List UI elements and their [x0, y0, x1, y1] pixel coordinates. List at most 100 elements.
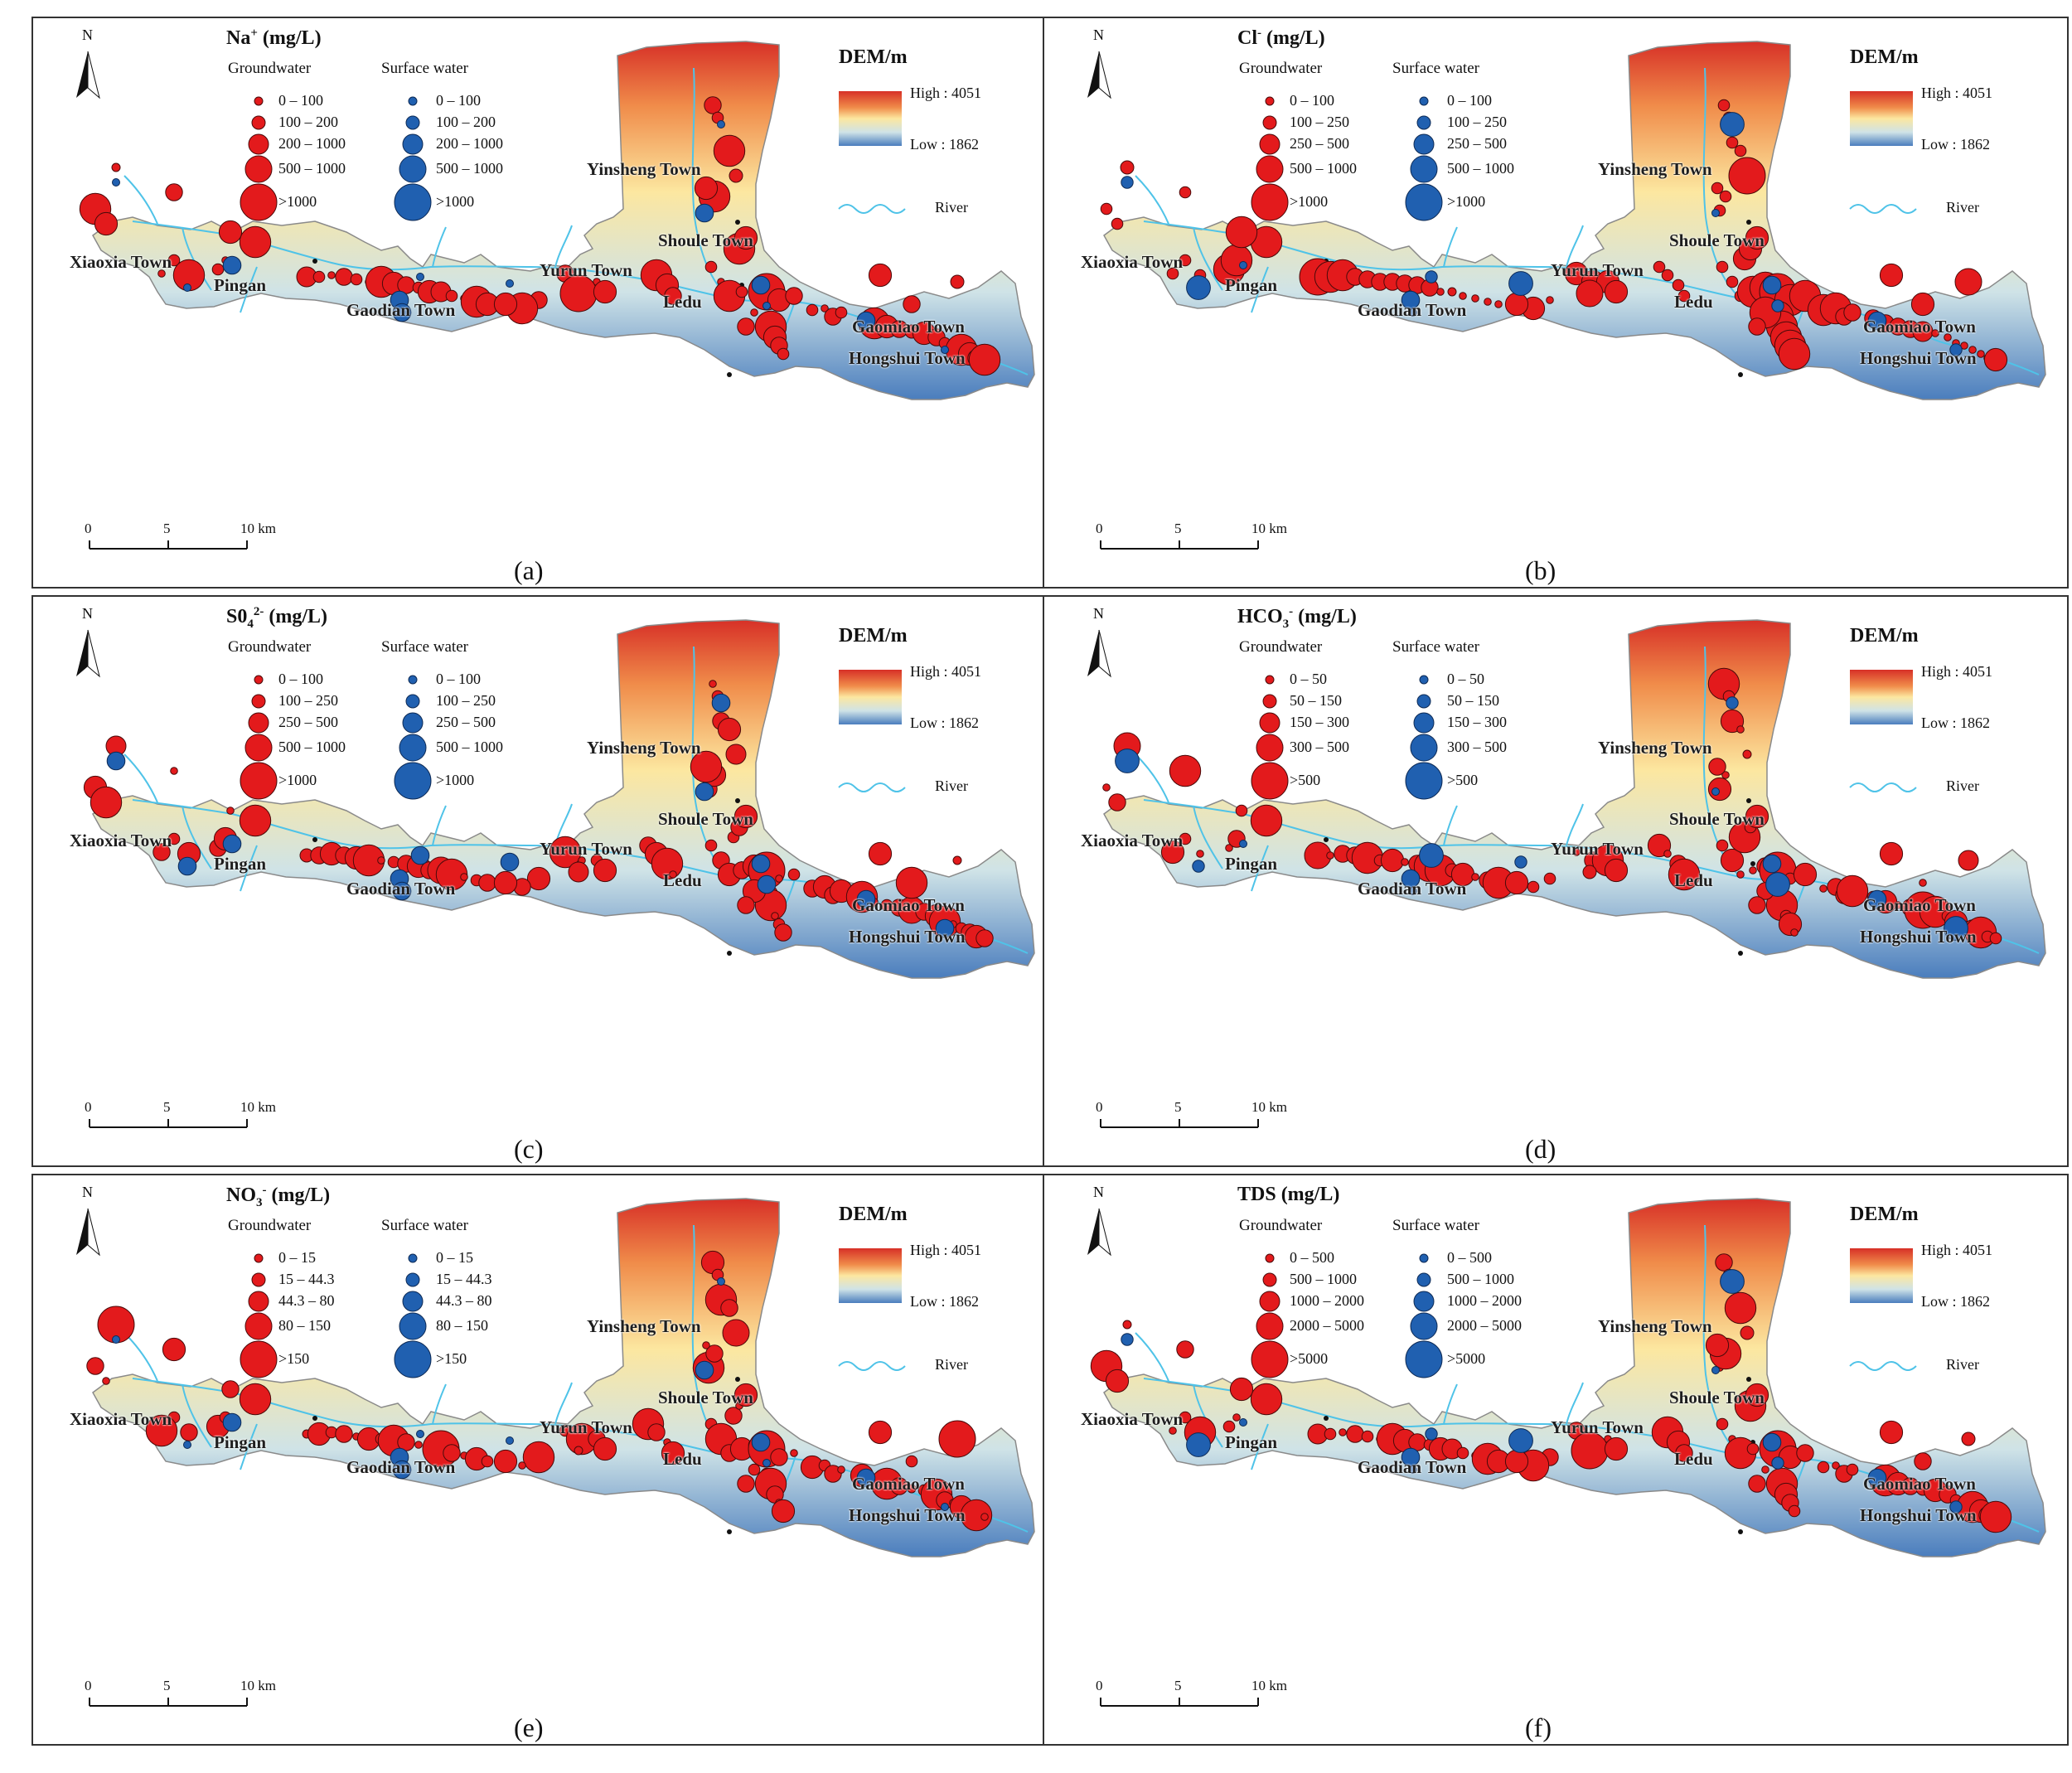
groundwater-sample	[1677, 289, 1691, 303]
groundwater-sample	[1728, 157, 1766, 195]
groundwater-sample	[748, 1463, 761, 1476]
groundwater-sample	[737, 896, 755, 914]
groundwater-sample	[1169, 1427, 1177, 1435]
scale-tick-0: 0	[1096, 1678, 1103, 1693]
groundwater-sample	[1169, 754, 1202, 787]
river-legend-line	[838, 204, 906, 214]
groundwater-sample	[593, 858, 617, 883]
legend-gw-symbol	[244, 155, 273, 183]
legend-gw-class-2: 100 – 200	[278, 114, 338, 130]
legend-sw-symbol	[405, 694, 420, 709]
river-legend-label: River	[1946, 199, 1979, 216]
dem-high-label: High : 4051	[1921, 1242, 1993, 1258]
town-label: Ledu	[1674, 870, 1713, 890]
surface-water-sample	[506, 1436, 514, 1445]
groundwater-sample	[1790, 928, 1798, 937]
groundwater-sample	[905, 1455, 918, 1468]
surface-water-sample	[1121, 176, 1134, 189]
town-dot	[727, 1529, 732, 1534]
river-line	[240, 845, 258, 892]
study-area	[92, 41, 1035, 400]
groundwater-sample	[1447, 287, 1457, 297]
groundwater-sample	[713, 134, 746, 167]
legend-groundwater-header: Groundwater	[228, 1217, 312, 1234]
groundwater-sample	[1716, 260, 1729, 274]
groundwater-sample	[737, 1475, 755, 1493]
groundwater-sample	[1250, 1383, 1283, 1416]
groundwater-sample	[1711, 182, 1724, 195]
legend-gw-symbol	[1265, 96, 1275, 106]
groundwater-sample	[1543, 872, 1556, 885]
groundwater-sample	[1179, 832, 1192, 845]
parameter-unit: (mg/L)	[266, 1184, 331, 1206]
scale-tick-0: 0	[1096, 521, 1103, 536]
legend-surface-water-header: Surface water	[1392, 638, 1479, 656]
town-label: Gaodian Town	[346, 1457, 456, 1477]
dem-legend-title: DEM/m	[839, 1204, 908, 1225]
legend-gw-symbol	[1259, 133, 1280, 155]
groundwater-sample	[907, 1484, 917, 1494]
town-label: Pingan	[1225, 854, 1278, 874]
surface-water-sample	[695, 1360, 714, 1380]
dem-high-label: High : 4051	[910, 663, 982, 680]
town-dot	[312, 1416, 317, 1421]
surface-water-sample	[222, 834, 242, 854]
scale-tick-0: 0	[1096, 1099, 1103, 1115]
legend-sw-class-3: 250 – 500	[1447, 135, 1507, 152]
legend-gw-class-1: 0 – 500	[1290, 1249, 1334, 1266]
groundwater-sample	[694, 176, 719, 201]
groundwater-sample	[102, 1377, 110, 1385]
groundwater-sample	[1748, 317, 1766, 336]
legend-gw-class-4: 80 – 150	[278, 1317, 331, 1334]
surface-water-sample	[1771, 1456, 1784, 1470]
parameter-name: Na	[226, 27, 251, 49]
legend-gw-class-4: 2000 – 5000	[1290, 1317, 1364, 1334]
surface-water-sample	[695, 203, 714, 223]
river-line	[182, 805, 212, 870]
legend-sw-symbol	[1405, 183, 1443, 221]
groundwater-sample	[1361, 1430, 1374, 1443]
town-label: Shoule Town	[1669, 1388, 1765, 1407]
dem-high-label: High : 4051	[910, 1242, 982, 1258]
panel-label: (b)	[1525, 555, 1556, 585]
legend-sw-symbol	[1410, 1312, 1438, 1340]
groundwater-sample	[111, 162, 121, 172]
town-label: Gaomiao Town	[852, 317, 965, 337]
dem-color-ramp	[1850, 670, 1913, 724]
town-label: Shoule Town	[658, 1388, 753, 1407]
town-dot	[312, 259, 317, 264]
dem-low-label: Low : 1862	[1921, 715, 1990, 731]
town-label: Gaodian Town	[346, 879, 456, 899]
groundwater-sample	[1120, 160, 1135, 175]
parameter-superscript: 2-	[253, 605, 264, 618]
town-label: Shoule Town	[658, 809, 753, 829]
legend-gw-symbol	[251, 115, 266, 130]
groundwater-sample	[704, 260, 718, 274]
legend-sw-symbol	[394, 1340, 432, 1378]
town-label: Gaodian Town	[1358, 300, 1467, 320]
legend-surface-water-header: Surface water	[381, 638, 468, 656]
surface-water-sample	[1425, 1427, 1438, 1441]
north-arrow-half	[1098, 51, 1111, 99]
legend-sw-class-4: 300 – 500	[1447, 739, 1507, 755]
groundwater-sample	[1176, 1340, 1194, 1359]
groundwater-sample	[960, 1499, 993, 1532]
groundwater-sample	[720, 1299, 738, 1317]
dem-low-label: Low : 1862	[910, 136, 979, 153]
groundwater-sample	[771, 912, 779, 920]
groundwater-sample	[980, 1513, 989, 1521]
legend-sw-class-4: 500 – 1000	[436, 739, 503, 755]
river-legend-label: River	[1946, 778, 1979, 794]
groundwater-sample	[1961, 1431, 1976, 1446]
dem-legend-title: DEM/m	[1850, 625, 1919, 647]
groundwater-sample	[1346, 1425, 1364, 1443]
legend-gw-class-5: >1000	[278, 193, 317, 210]
town-label: Yinsheng Town	[1598, 738, 1712, 758]
groundwater-sample	[835, 306, 848, 319]
groundwater-sample	[1108, 793, 1126, 811]
groundwater-sample	[1459, 292, 1467, 300]
groundwater-sample	[1716, 839, 1729, 852]
groundwater-sample	[460, 873, 468, 881]
groundwater-sample	[1604, 1436, 1629, 1461]
surface-water-sample	[1115, 748, 1140, 773]
